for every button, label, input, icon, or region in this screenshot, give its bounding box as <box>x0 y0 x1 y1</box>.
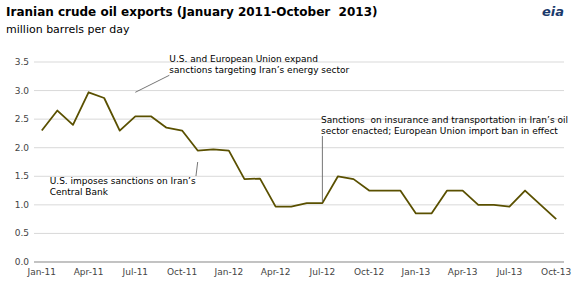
chart: Iranian crude oil exports (January 2011-… <box>0 0 574 287</box>
annotation-connector <box>135 75 169 92</box>
x-tick-label: Jan-12 <box>214 267 244 277</box>
annotation: Sanctions on insurance and transportatio… <box>321 115 568 136</box>
x-tick-label: Jul-11 <box>122 267 149 277</box>
annotation: U.S. imposes sanctions on Iran’sCentral … <box>50 176 196 197</box>
logo: eia <box>542 4 564 19</box>
x-axis <box>34 262 564 263</box>
x-tick-label: Jul-12 <box>309 267 336 277</box>
y-tick-label: 3.5 <box>15 57 29 67</box>
x-tick-label: Apr-13 <box>448 267 478 277</box>
y-tick-label: 0.5 <box>15 228 29 238</box>
subtitle: million barrels per day <box>6 23 130 36</box>
y-tick-label: 2.0 <box>15 143 30 153</box>
x-tick-label: Jul-13 <box>496 267 523 277</box>
x-tick-label: Jan-13 <box>401 267 431 277</box>
x-tick-label: Apr-11 <box>74 267 104 277</box>
grid-line <box>34 262 564 263</box>
plot-area <box>42 92 556 219</box>
y-tick-label: 3.0 <box>15 86 30 96</box>
grid-line <box>34 147 564 148</box>
x-tick-label: Oct-12 <box>354 267 384 277</box>
x-tick-label: Apr-12 <box>261 267 291 277</box>
annotation-line: Central Bank <box>50 187 109 197</box>
annotation-connector <box>322 136 323 202</box>
x-tick-label: Oct-13 <box>541 267 571 277</box>
annotation-connector <box>196 162 198 176</box>
annotation-line: Sanctions on insurance and transportatio… <box>321 115 568 125</box>
annotation-line: sector enacted; European Union import ba… <box>321 126 558 136</box>
annotation-line: sanctions targeting Iran’s energy sector <box>169 65 349 75</box>
annotation-line: U.S. imposes sanctions on Iran’s <box>50 176 196 186</box>
y-tick-label: 1.5 <box>15 171 29 181</box>
annotation-line: U.S. and European Union expand <box>169 54 318 64</box>
grid-line <box>34 90 564 91</box>
y-tick-label: 2.5 <box>15 114 29 124</box>
x-tick-label: Jan-11 <box>27 267 57 277</box>
y-tick-label: 0.0 <box>15 257 30 267</box>
data-line <box>42 92 556 219</box>
title: Iranian crude oil exports (January 2011-… <box>6 5 377 19</box>
y-tick-label: 1.0 <box>15 200 30 210</box>
x-tick-label: Oct-11 <box>167 267 197 277</box>
annotation: U.S. and European Union expandsanctions … <box>169 54 349 75</box>
grid-line <box>34 233 564 234</box>
